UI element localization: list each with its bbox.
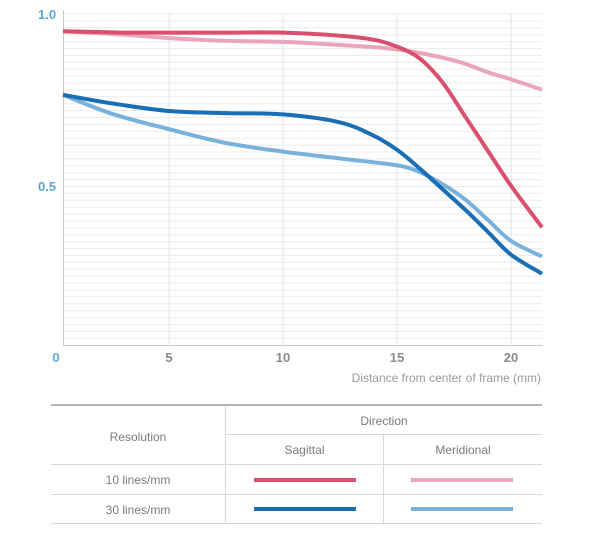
header-bottom-border [51, 464, 542, 465]
series-10-meridional [62, 29, 543, 92]
row-label-10-lines: 10 lines/mm [105, 473, 171, 487]
table-vertical-divider [225, 406, 226, 524]
resolution-header: Resolution [109, 430, 167, 444]
direction-column-divider [383, 435, 384, 524]
x-tick-label-15: 15 [390, 350, 404, 365]
sagittal-header: Sagittal [284, 443, 325, 457]
swatch-10-meridional [411, 478, 513, 482]
row-divider [51, 494, 542, 495]
x-tick-label-20: 20 [504, 350, 518, 365]
meridional-header: Meridional [435, 443, 491, 457]
x-tick-label-0: 0 [52, 350, 59, 365]
row-label-30-lines: 30 lines/mm [105, 503, 171, 517]
swatch-10-sagittal [254, 478, 356, 482]
x-tick-label-10: 10 [276, 350, 290, 365]
y-tick-label-1.0: 1.0 [38, 7, 56, 22]
direction-header: Direction [360, 414, 408, 428]
mtf-chart: 1.0 0.5 0 5 10 15 20 Distance from cente… [38, 7, 544, 385]
x-axis-label: Distance from center of frame (mm) [352, 371, 541, 385]
chart-series [62, 29, 544, 276]
table-top-border [51, 404, 542, 406]
y-tick-label-0.5: 0.5 [38, 179, 56, 194]
table-bottom-border [51, 523, 542, 524]
direction-header-divider [225, 434, 542, 435]
series-10-sagittal [62, 29, 544, 229]
chart-grid [63, 13, 542, 345]
series-30-meridional [62, 92, 543, 259]
swatch-30-meridional [411, 507, 513, 511]
series-30-sagittal [62, 92, 544, 276]
swatch-30-sagittal [254, 507, 356, 511]
x-tick-label-5: 5 [165, 350, 172, 365]
legend-table: Resolution Direction Sagittal Meridional… [51, 404, 542, 524]
